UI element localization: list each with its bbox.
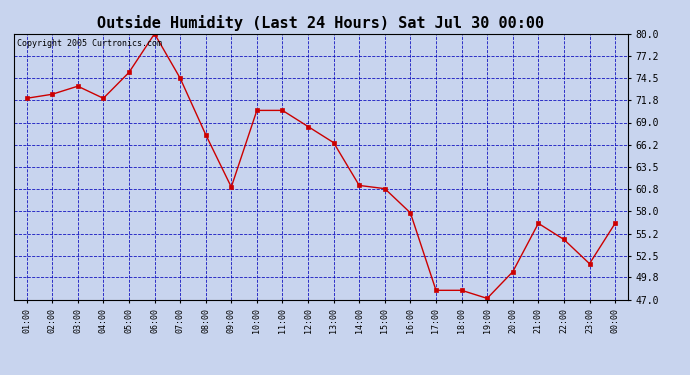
Text: Copyright 2005 Curtronics.com: Copyright 2005 Curtronics.com bbox=[17, 39, 162, 48]
Title: Outside Humidity (Last 24 Hours) Sat Jul 30 00:00: Outside Humidity (Last 24 Hours) Sat Jul… bbox=[97, 15, 544, 31]
